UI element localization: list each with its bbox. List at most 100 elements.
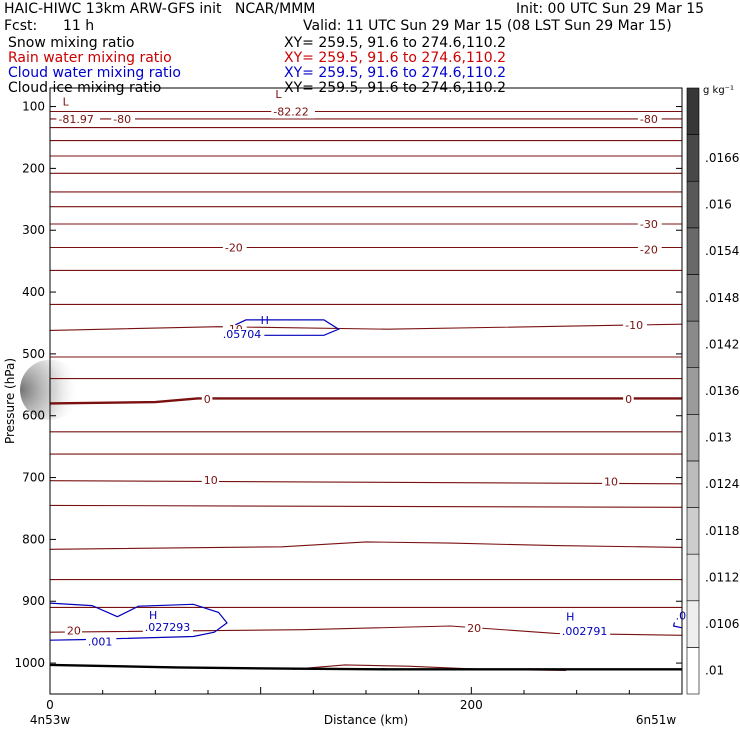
temperature-label-18-0: 10 bbox=[204, 474, 218, 487]
init-time: Init: 00 UTC Sun 29 Mar 15 bbox=[516, 1, 705, 17]
temperature-label-15-0: 0 bbox=[204, 393, 211, 406]
valid-time: Valid: 11 UTC Sun 29 Mar 15 (08 LST Sun … bbox=[303, 18, 672, 34]
temperature-label-12-1-bg bbox=[623, 319, 647, 332]
colorbar-label-7: .0142 bbox=[705, 337, 739, 351]
colorbar-segment-2 bbox=[686, 553, 700, 602]
temperature-label-18-1: 10 bbox=[604, 475, 618, 488]
colorbar-label-11: .0166 bbox=[705, 151, 739, 165]
colorbar-segment-6 bbox=[686, 367, 700, 415]
y-tick-label-4: 500 bbox=[22, 347, 45, 361]
y-tick-label-1: 200 bbox=[22, 161, 45, 175]
marker-value-1-bg bbox=[271, 106, 315, 119]
colorbar-segment-9 bbox=[686, 227, 700, 275]
temperature-label-1-0: -80 bbox=[113, 113, 131, 126]
colorbar-segment-1 bbox=[686, 600, 700, 648]
temperature-label-9-1-bg bbox=[637, 244, 662, 257]
colorbar-label-6: .0136 bbox=[705, 384, 739, 398]
temperature-contour-15 bbox=[49, 397, 682, 405]
field-cloudwater-xy: XY= 259.5, 91.6 to 274.6,110.2 bbox=[284, 65, 507, 81]
temperature-label-8-0: -30 bbox=[640, 218, 658, 231]
colorbar-segment-4 bbox=[686, 460, 700, 508]
cloud-water-contour-1 bbox=[49, 602, 228, 641]
colorbar-segment-5 bbox=[686, 414, 700, 462]
field-snow-name: Snow mixing ratio bbox=[8, 35, 135, 51]
temperature-label-1-1-bg bbox=[637, 113, 662, 126]
colorbar: .01 .0106 .0112 .0118 .0124 .013 .0136 .0142 .01… bbox=[686, 85, 739, 695]
colorbar-label-10: .016 bbox=[705, 198, 732, 212]
colorbar-segment-7 bbox=[686, 320, 700, 368]
colorbar-label-1: .0106 bbox=[705, 617, 739, 631]
fcst-value: 11 h bbox=[63, 18, 95, 34]
title-line: HAIC-HIWC 13km ARW-GFS init NCAR/MMM bbox=[4, 1, 316, 17]
field-rain-xy: XY= 259.5, 91.6 to 274.6,110.2 bbox=[284, 50, 507, 66]
y-tick-label-3: 400 bbox=[22, 285, 45, 299]
marker-value-2: .05704 bbox=[223, 328, 262, 341]
temperature-label-12-1: -10 bbox=[625, 319, 643, 332]
colorbar-segment-0 bbox=[686, 647, 700, 695]
colorbar-label-4: .0124 bbox=[705, 477, 739, 491]
field-rain-name: Rain water mixing ratio bbox=[8, 50, 172, 66]
marker-value-0: -81.97 bbox=[58, 113, 93, 126]
temperature-contour-20 bbox=[49, 541, 683, 550]
colorbar-segment-10 bbox=[686, 180, 700, 229]
field-snow-xy: XY= 259.5, 91.6 to 274.6,110.2 bbox=[284, 35, 507, 51]
y-tick-label-8: 900 bbox=[22, 594, 45, 608]
colorbar-units: g kg⁻¹ bbox=[703, 85, 734, 96]
y-axis-label: Pressure (hPa) bbox=[3, 358, 17, 444]
x-end-label-right: 6n51w bbox=[636, 713, 677, 727]
marker-value-3: .027293 bbox=[145, 621, 191, 634]
temperature-label-18-0-bg bbox=[201, 475, 219, 488]
x-axis-label: Distance (km) bbox=[324, 713, 408, 727]
temperature-label-9-0: -20 bbox=[225, 242, 243, 255]
colorbar-segment-12 bbox=[686, 87, 700, 135]
colorbar-segment-3 bbox=[686, 507, 700, 555]
terrain-line bbox=[49, 663, 682, 671]
x-tick-label-0: 0 bbox=[46, 698, 54, 712]
colorbar-segment-8 bbox=[686, 274, 700, 322]
temperature-contour-12 bbox=[49, 323, 683, 331]
temperature-label-1-0-bg bbox=[111, 113, 135, 126]
field-cloudwater-name: Cloud water mixing ratio bbox=[8, 65, 181, 81]
plot-frame bbox=[49, 87, 683, 695]
temperature-label-1-1: -80 bbox=[640, 113, 658, 126]
marker-h-2: H bbox=[261, 314, 269, 327]
cloud-water-label-0: .001 bbox=[88, 635, 113, 648]
temperature-contour-18 bbox=[49, 480, 683, 485]
marker-value-4-bg bbox=[559, 625, 611, 638]
temperature-label-18-1-bg bbox=[602, 476, 620, 489]
y-tick-label-6: 700 bbox=[22, 471, 45, 485]
y-tick-label-9: 1000 bbox=[14, 656, 45, 670]
colorbar-label-5: .013 bbox=[705, 431, 732, 445]
temperature-label-15-1: 0 bbox=[625, 393, 632, 406]
y-tick-label-2: 300 bbox=[22, 223, 45, 237]
marker-h-4: H bbox=[566, 611, 574, 624]
temperature-label-8-0-bg bbox=[637, 219, 662, 232]
colorbar-label-3: .0118 bbox=[705, 524, 739, 538]
temperature-label-15-1-bg bbox=[623, 394, 634, 407]
colorbar-segment-11 bbox=[686, 134, 700, 182]
marker-h-3: H bbox=[149, 609, 157, 622]
temperature-label-23-0-bg bbox=[64, 625, 83, 638]
colorbar-label-0: .01 bbox=[705, 664, 724, 678]
terrain-layer bbox=[49, 663, 682, 671]
temperature-label-23-1: 20 bbox=[467, 622, 481, 635]
y-tick-label-0: 100 bbox=[22, 100, 45, 114]
x-end-label-left: 4n53w bbox=[30, 713, 71, 727]
y-tick-label-5: 600 bbox=[22, 409, 45, 423]
colorbar-label-2: .0112 bbox=[705, 570, 739, 584]
temperature-label-23-0: 20 bbox=[67, 624, 81, 637]
marker-value-1: -82.22 bbox=[273, 105, 308, 118]
marker-value-4: .002791 bbox=[562, 625, 608, 638]
marker-value-0-bg bbox=[56, 113, 101, 126]
marker-value-3-bg bbox=[142, 622, 193, 635]
cloud-water-label-0-bg bbox=[85, 636, 117, 649]
colorbar-label-8: .0148 bbox=[705, 291, 739, 305]
x-tick-label-1: 200 bbox=[460, 698, 483, 712]
marker-l-1: L bbox=[275, 88, 282, 101]
marker-value-2-bg bbox=[220, 329, 265, 342]
temperature-label-23-1-bg bbox=[465, 622, 483, 635]
temperature-label-15-0-bg bbox=[201, 394, 213, 407]
